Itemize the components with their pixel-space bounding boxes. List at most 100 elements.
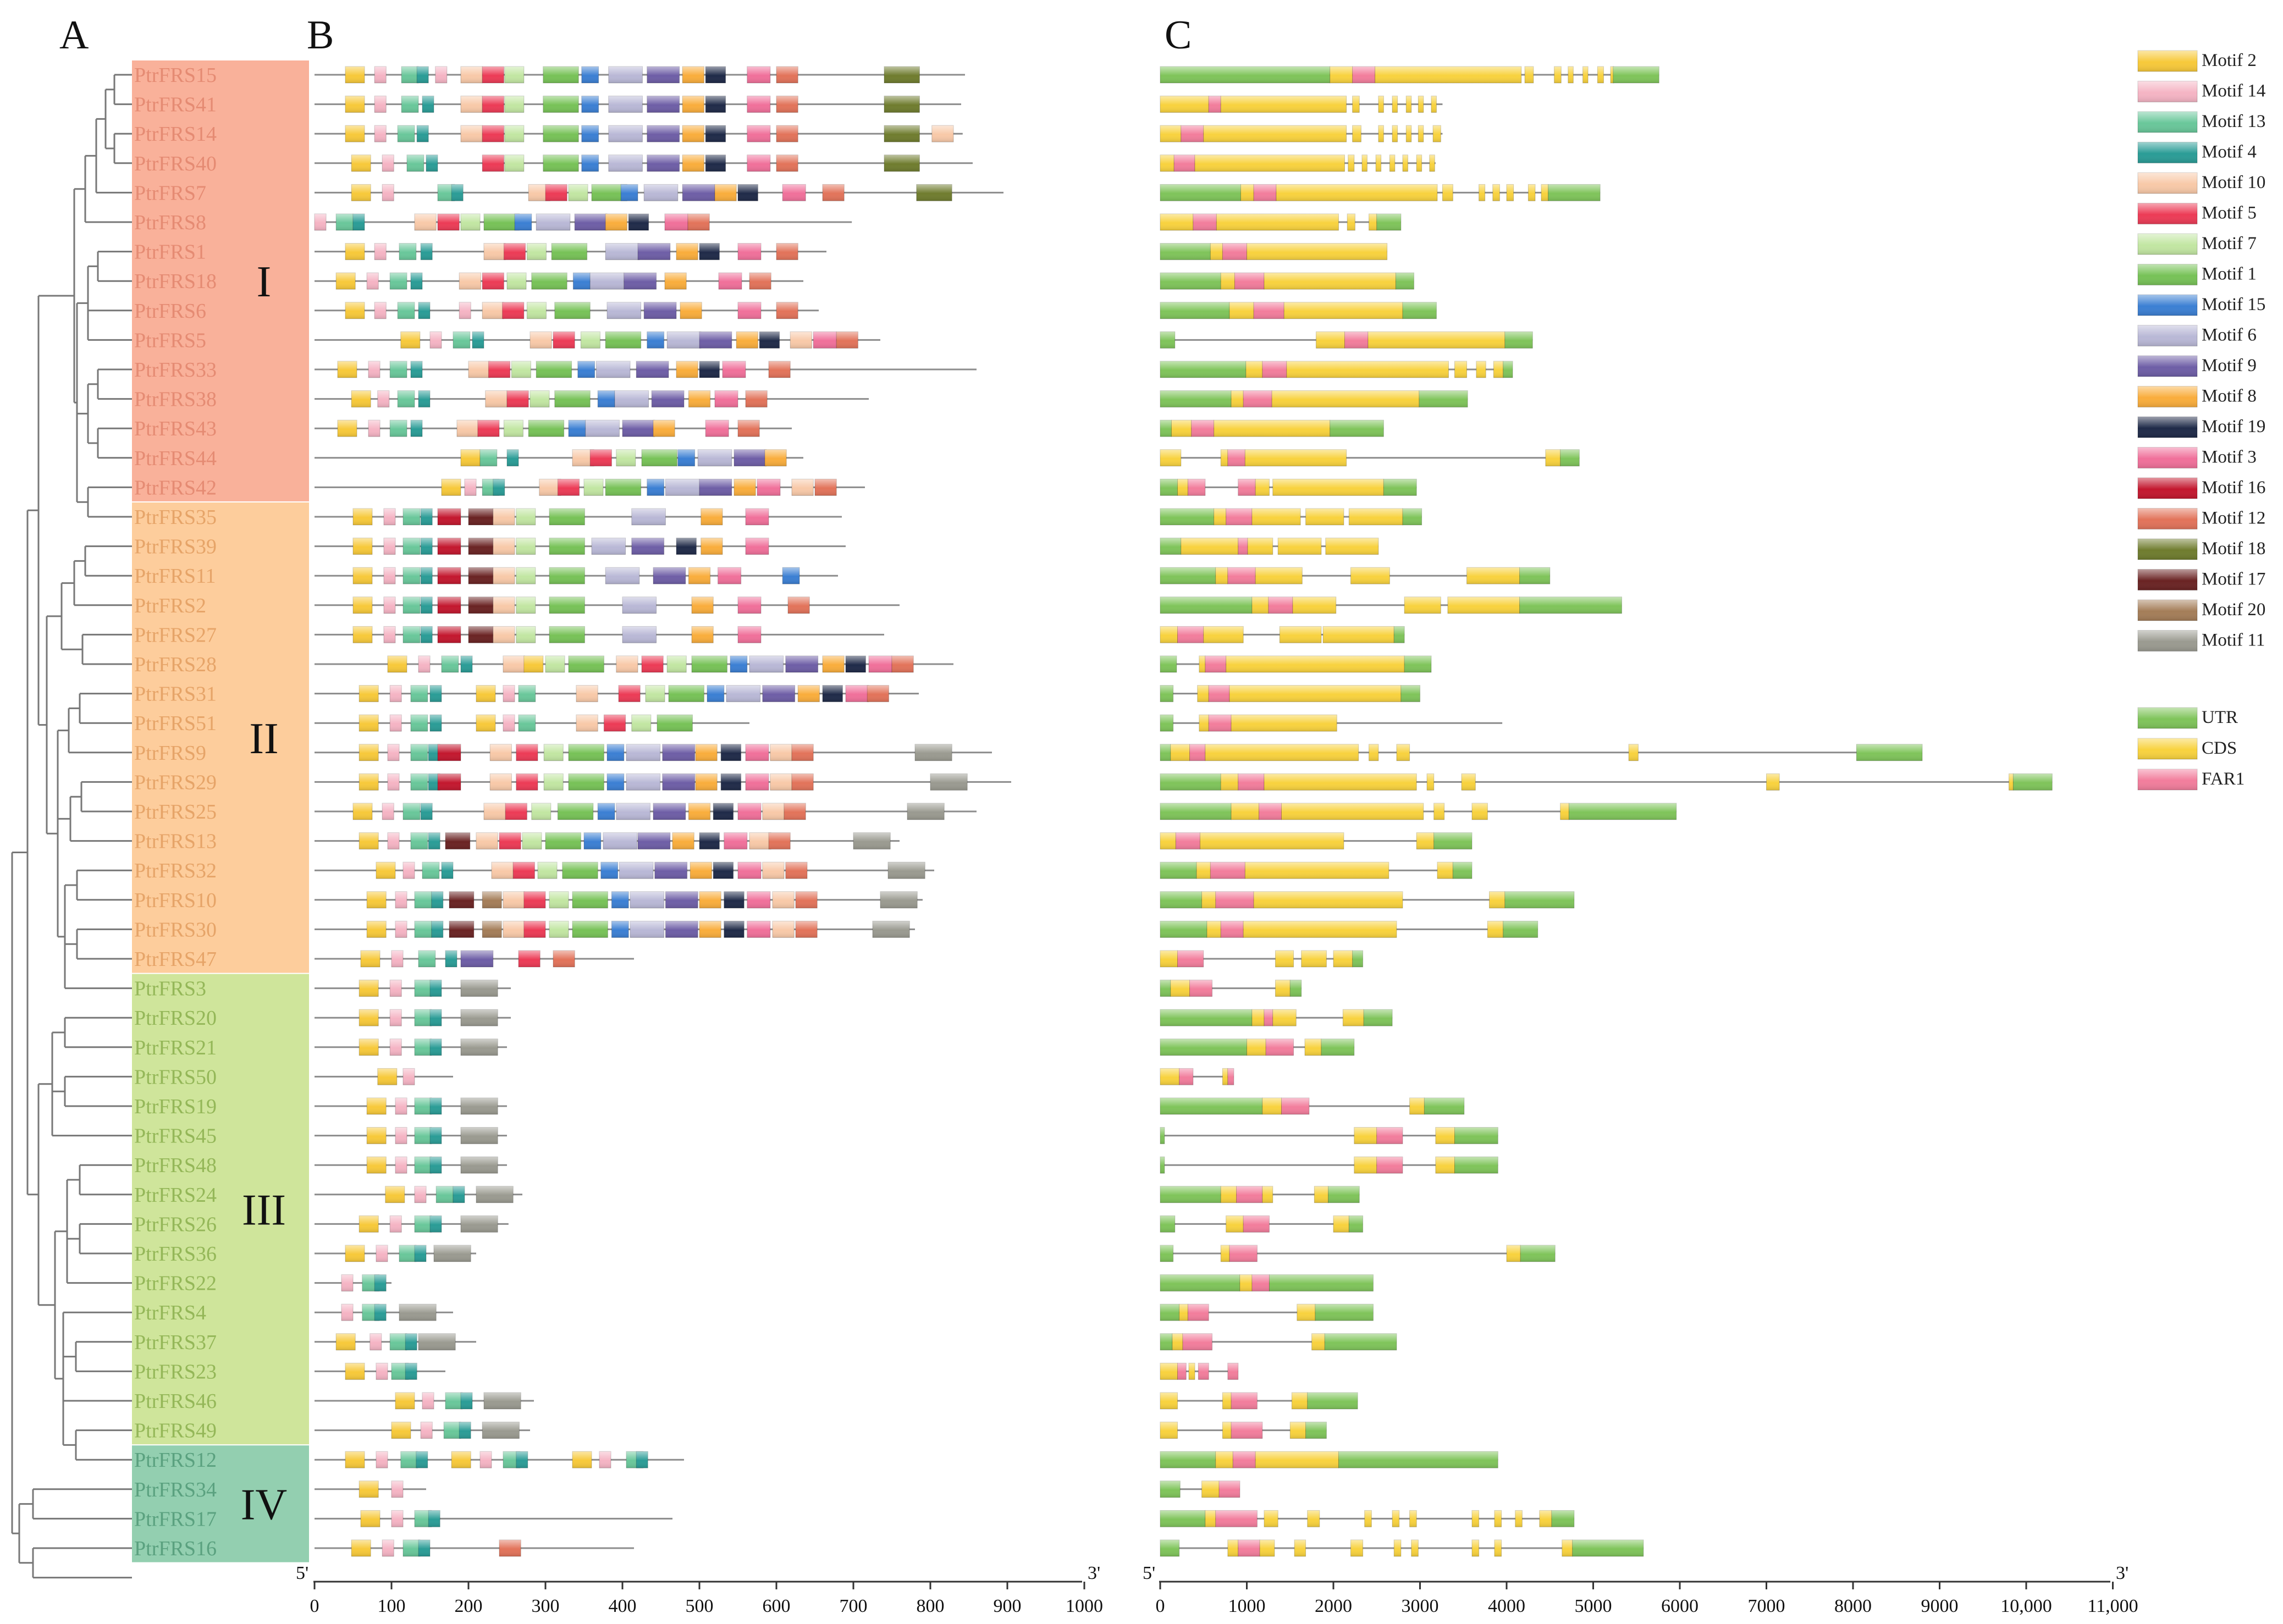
motif-shading	[390, 1333, 407, 1350]
segment-shading	[1272, 1009, 1297, 1026]
motif-shading	[428, 1510, 440, 1527]
motif-shading	[669, 685, 704, 702]
motif-shading	[672, 832, 694, 849]
legend-label-motif: Motif 2	[2202, 51, 2257, 70]
segment-shading	[1160, 951, 1178, 967]
segment-shading	[1404, 656, 1431, 672]
segment-shading	[1160, 921, 1207, 938]
motif-shading	[351, 184, 371, 201]
gene-name: PtrFRS30	[134, 918, 217, 941]
motif-shading	[503, 715, 515, 732]
motif-shading	[846, 656, 866, 672]
segment-shading	[1188, 1304, 1209, 1321]
motif-shading	[608, 96, 643, 113]
motif-shading	[503, 685, 515, 702]
legend-label-motif: Motif 6	[2202, 325, 2257, 345]
motif-shading	[430, 715, 442, 732]
segment-shading	[1284, 302, 1403, 319]
segment-shading	[1321, 1039, 1354, 1056]
motif-shading	[374, 302, 387, 319]
segment-shading	[1433, 832, 1472, 849]
gene-name: PtrFRS26	[134, 1213, 217, 1236]
legend-swatch-shading	[2138, 51, 2197, 71]
segment-shading	[1160, 243, 1211, 260]
segment-shading	[1160, 862, 1197, 879]
segment-shading	[1597, 67, 1604, 83]
motif-axis-tick-label: 100	[378, 1596, 406, 1616]
segment-shading	[1160, 803, 1232, 820]
segment-shading	[1569, 803, 1677, 820]
segment-shading	[1392, 96, 1398, 113]
motif-shading	[377, 390, 389, 407]
segment-shading	[1197, 685, 1209, 702]
motif-shading	[626, 774, 660, 791]
gene-name: PtrFRS6	[134, 300, 206, 323]
segment-shading	[1160, 1245, 1173, 1262]
segment-shading	[1251, 596, 1269, 614]
motif-shading	[888, 862, 925, 879]
gene-name: PtrFRS10	[134, 889, 217, 912]
segment-shading	[1354, 1127, 1377, 1144]
segment-shading	[1316, 332, 1345, 349]
segment-shading	[1466, 567, 1520, 584]
motif-shading	[626, 744, 660, 761]
segment-shading	[1352, 125, 1361, 142]
segment-shading	[1222, 1422, 1232, 1439]
motif-shading	[493, 538, 515, 555]
motif-shading	[619, 685, 641, 702]
segment-shading	[1472, 1510, 1479, 1527]
motif-shading	[575, 214, 607, 230]
segment-shading	[1160, 1274, 1240, 1291]
motif-shading	[503, 656, 525, 672]
motif-shading	[461, 1216, 498, 1233]
motif-shading	[692, 596, 714, 614]
segment-shading	[1160, 1333, 1173, 1350]
segment-shading	[1231, 1422, 1262, 1439]
motif-shading	[653, 420, 675, 437]
motif-shading	[884, 154, 920, 172]
motif-shading	[461, 1098, 498, 1114]
motif-shading	[403, 862, 415, 879]
motif-shading	[576, 685, 598, 702]
motif-shading	[747, 125, 770, 142]
segment-shading	[1229, 685, 1401, 702]
motif-shading	[388, 774, 399, 791]
motif-shading	[476, 832, 498, 849]
motif-shading	[608, 67, 643, 83]
motif-shading	[536, 361, 572, 378]
motif-shading	[449, 921, 474, 938]
motif-shading	[884, 125, 920, 142]
segment-shading	[1479, 184, 1485, 201]
motif-shading	[353, 596, 372, 614]
legend-label-motif: Motif 3	[2202, 448, 2257, 467]
motif-shading	[359, 1009, 379, 1026]
motif-shading	[604, 715, 626, 732]
motif-shading	[600, 862, 618, 879]
motif-shading	[699, 479, 732, 496]
motif-shading	[667, 332, 701, 349]
motif-shading	[592, 538, 626, 555]
segment-shading	[1198, 1363, 1209, 1380]
motif-shading	[931, 125, 953, 142]
motif-shading	[351, 390, 371, 407]
legend-swatch-shading	[2138, 630, 2197, 651]
motif-shading	[504, 154, 524, 172]
motif-shading	[418, 1540, 430, 1556]
motif-shading	[399, 1304, 437, 1321]
segment-shading	[1376, 154, 1381, 172]
motif-shading	[590, 449, 612, 466]
motif-shading	[707, 685, 724, 702]
segment-shading	[1330, 420, 1384, 437]
segment-shading	[1378, 125, 1384, 142]
motif-shading	[867, 685, 889, 702]
segment-shading	[1221, 921, 1244, 938]
motif-shading	[585, 420, 620, 437]
motif-shading	[353, 567, 372, 584]
segment-shading	[1227, 567, 1256, 584]
motif-shading	[430, 1216, 442, 1233]
motif-shading	[411, 420, 422, 437]
segment-shading	[1160, 390, 1232, 407]
gene-name: PtrFRS18	[134, 270, 217, 293]
segment-shading	[1160, 420, 1172, 437]
motif-shading	[776, 154, 798, 172]
